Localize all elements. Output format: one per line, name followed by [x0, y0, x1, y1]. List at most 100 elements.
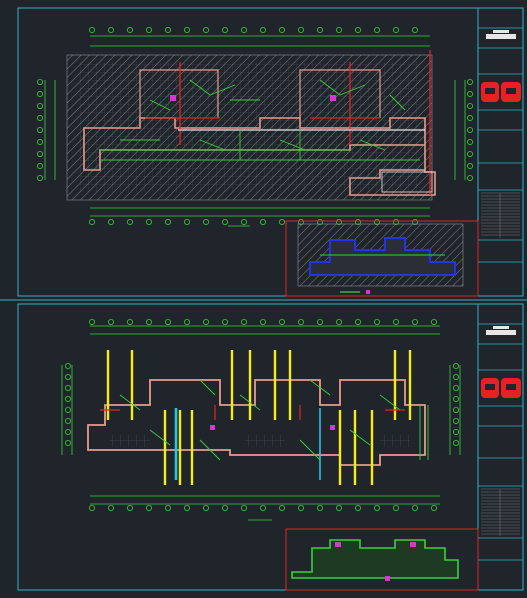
- axis-bubble: [297, 26, 304, 33]
- axis-bubble: [373, 318, 380, 325]
- axis-bubble: [108, 504, 115, 511]
- axis-bubble: [278, 318, 285, 325]
- axis-bubble: [37, 79, 44, 86]
- axis-bubble: [127, 26, 134, 33]
- axis-bubble: [452, 406, 459, 413]
- axis-bubble: [452, 417, 459, 424]
- lower-title-block: [478, 323, 523, 561]
- upper-key-plan: [285, 220, 479, 297]
- lower-key-plan: [285, 528, 479, 591]
- upper-title-block: [478, 27, 523, 263]
- axis-bubble: [183, 26, 190, 33]
- axis-bubble: [37, 127, 44, 134]
- axis-bubble: [183, 218, 190, 225]
- axis-bubble: [466, 150, 473, 157]
- axis-bubble: [240, 504, 247, 511]
- axis-bubble: [411, 318, 418, 325]
- upper-dimensions: [44, 35, 466, 227]
- axis-bubble: [37, 162, 44, 169]
- axis-bubble: [259, 504, 266, 511]
- axis-bubble: [316, 26, 323, 33]
- axis-bubble: [466, 127, 473, 134]
- lower-dimensions: [61, 325, 461, 521]
- axis-bubble: [65, 417, 72, 424]
- axis-bubble: [89, 504, 96, 511]
- axis-bubble: [373, 26, 380, 33]
- axis-bubble: [466, 115, 473, 122]
- axis-bubble: [164, 218, 171, 225]
- axis-bubble: [411, 504, 418, 511]
- axis-bubble: [127, 318, 134, 325]
- axis-bubble: [164, 26, 171, 33]
- axis-bubble: [164, 504, 171, 511]
- axis-bubble: [392, 26, 399, 33]
- axis-bubble: [108, 218, 115, 225]
- axis-bubble: [37, 91, 44, 98]
- axis-bubble: [145, 318, 152, 325]
- axis-bubble: [452, 395, 459, 402]
- axis-bubble: [335, 318, 342, 325]
- red-logo-icon: [481, 378, 521, 398]
- axis-bubble: [202, 218, 209, 225]
- sheet-upper-frame: [17, 7, 524, 297]
- axis-bubble: [452, 384, 459, 391]
- upper-axis-bubbles: [37, 26, 473, 225]
- axis-bubble: [316, 504, 323, 511]
- axis-bubble: [202, 318, 209, 325]
- axis-bubble: [430, 318, 437, 325]
- axis-bubble: [411, 26, 418, 33]
- axis-bubble: [183, 318, 190, 325]
- axis-bubble: [466, 162, 473, 169]
- axis-bubble: [466, 103, 473, 110]
- axis-bubble: [240, 218, 247, 225]
- upper-floor-plan: [66, 50, 436, 201]
- axis-bubble: [240, 26, 247, 33]
- axis-bubble: [37, 115, 44, 122]
- axis-bubble: [335, 26, 342, 33]
- axis-bubble: [452, 439, 459, 446]
- axis-bubble: [202, 26, 209, 33]
- axis-bubble: [278, 218, 285, 225]
- axis-bubble: [108, 318, 115, 325]
- axis-bubble: [183, 504, 190, 511]
- axis-bubble: [221, 318, 228, 325]
- axis-bubble: [145, 26, 152, 33]
- lower-floor-plan: [87, 350, 429, 485]
- axis-bubble: [259, 26, 266, 33]
- axis-bubble: [373, 504, 380, 511]
- axis-bubble: [65, 395, 72, 402]
- axis-bubble: [466, 174, 473, 181]
- sheet-lower: [17, 303, 524, 591]
- axis-bubble: [37, 138, 44, 145]
- axis-bubble: [354, 318, 361, 325]
- axis-bubble: [65, 406, 72, 413]
- sheet-upper: [17, 7, 524, 297]
- axis-bubble: [127, 218, 134, 225]
- axis-bubble: [145, 218, 152, 225]
- axis-bubble: [316, 318, 323, 325]
- axis-bubble: [221, 218, 228, 225]
- axis-bubble: [89, 218, 96, 225]
- axis-bubble: [65, 439, 72, 446]
- axis-bubble: [145, 504, 152, 511]
- axis-bubble: [127, 504, 134, 511]
- axis-bubble: [392, 504, 399, 511]
- axis-bubble: [259, 218, 266, 225]
- axis-bubble: [240, 318, 247, 325]
- axis-bubble: [65, 428, 72, 435]
- lower-axis-bubbles: [65, 318, 459, 511]
- axis-bubble: [466, 79, 473, 86]
- axis-bubble: [65, 362, 72, 369]
- axis-bubble: [65, 384, 72, 391]
- axis-bubble: [466, 138, 473, 145]
- axis-bubble: [37, 174, 44, 181]
- axis-bubble: [89, 26, 96, 33]
- axis-bubble: [392, 318, 399, 325]
- sheet-lower-frame: [17, 303, 524, 591]
- axis-bubble: [278, 26, 285, 33]
- axis-bubble: [37, 150, 44, 157]
- axis-bubble: [452, 362, 459, 369]
- axis-bubble: [452, 428, 459, 435]
